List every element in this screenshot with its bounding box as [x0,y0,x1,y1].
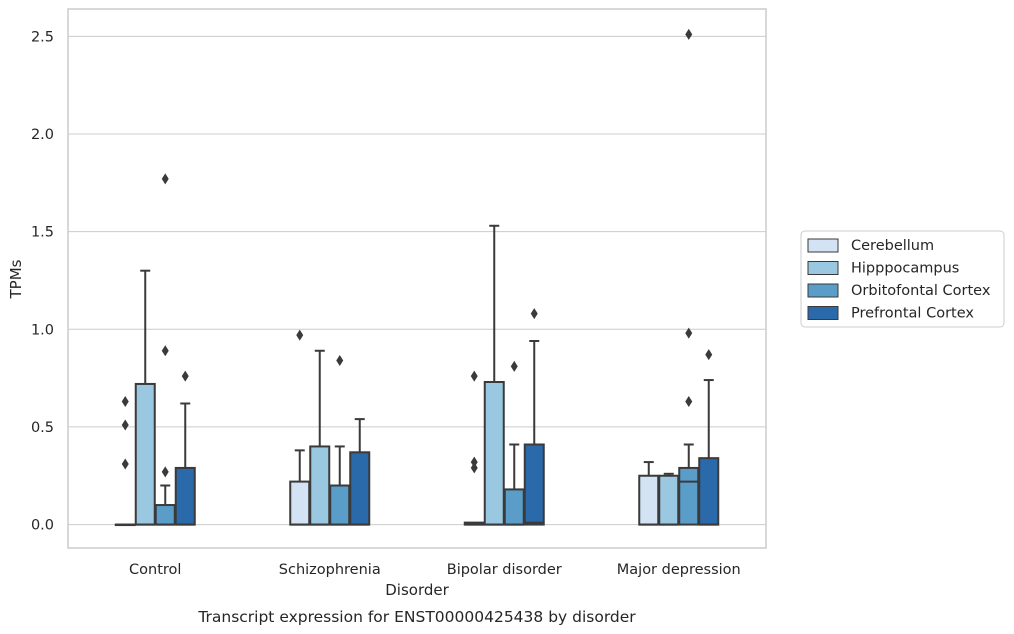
outlier-point [296,329,304,341]
outlier-point [470,370,478,382]
y-tick-label: 0.5 [31,420,54,436]
box-body [329,484,351,526]
outlier-point [470,456,478,468]
outlier-point [705,349,713,361]
box-cerebellum [114,396,136,527]
box-cerebellum [638,461,660,526]
x-tick-label: Control [129,562,181,578]
outlier-point [530,308,538,320]
legend-swatch [807,306,839,320]
box-cerebellum [463,370,485,526]
outlier-point [121,458,129,470]
legend-label: Prefrontal Cortex [851,306,974,322]
box-body [134,382,156,526]
box-body [658,474,680,526]
chart-caption: Transcript expression for ENST0000042543… [197,608,636,626]
y-tick-label: 1.5 [31,225,54,241]
box-body [678,466,700,526]
outlier-point [121,396,129,408]
legend-swatch [807,283,839,298]
y-axis-ticks: 0.0 0.5 1.0 1.5 2.0 2.5 [31,29,54,533]
outlier-point [161,345,169,357]
y-axis-label: TPMs [7,259,25,299]
box-prefrontal-cortex [698,349,720,526]
box-plots [114,28,720,527]
x-tick-label: Major depression [617,562,741,578]
box-orbitofontal-cortex [678,28,700,526]
legend-swatch [807,261,839,275]
legend: Cerebellum Hipppocampus Orbitofontal Corte… [800,230,1005,328]
outlier-point [336,355,344,367]
box-body [483,381,505,526]
box-hipppocampus [309,349,331,526]
box-hipppocampus [134,269,156,526]
outlier-point [685,28,693,40]
outlier-point [685,396,693,408]
box-orbitofontal-cortex [329,355,351,526]
legend-label: Cerebellum [851,238,934,254]
y-tick-label: 2.5 [31,29,54,45]
y-tick-label: 2.0 [31,127,54,143]
box-body [349,451,371,526]
outlier-point [470,462,478,474]
outlier-point [685,327,693,339]
x-axis-label: Disorder [385,581,449,599]
box-prefrontal-cortex [523,308,545,526]
box-orbitofontal-cortex [503,360,525,526]
box-body [523,443,545,526]
outlier-point [161,173,169,185]
grid-lines [68,35,766,526]
box-hipppocampus [483,224,505,526]
box-prefrontal-cortex [349,418,371,526]
x-tick-label: Schizophrenia [279,562,381,578]
box-orbitofontal-cortex [154,173,176,526]
x-axis-ticks: Control Schizophrenia Bipolar disorder Majo… [129,562,741,578]
y-tick-label: 0.0 [31,518,54,534]
legend-label: Orbitofontal Cortex [851,283,991,299]
box-body [309,445,331,526]
box-hipppocampus [658,472,680,526]
legend-label: Hipppocampus [851,261,959,277]
outlier-point [181,370,189,382]
box-body [698,457,720,526]
box-body [174,466,196,526]
box-body [503,488,525,526]
y-tick-label: 1.0 [31,322,54,338]
box-body [154,504,176,526]
legend-frame [800,230,1005,328]
outlier-point [510,360,518,372]
box-prefrontal-cortex [174,370,196,526]
outlier-point [121,419,129,431]
box-body [289,480,311,526]
box-body [638,474,660,526]
legend-swatch [807,238,839,253]
x-tick-label: Bipolar disorder [447,562,562,578]
outlier-point [161,466,169,478]
plot-area-frame [67,8,767,549]
